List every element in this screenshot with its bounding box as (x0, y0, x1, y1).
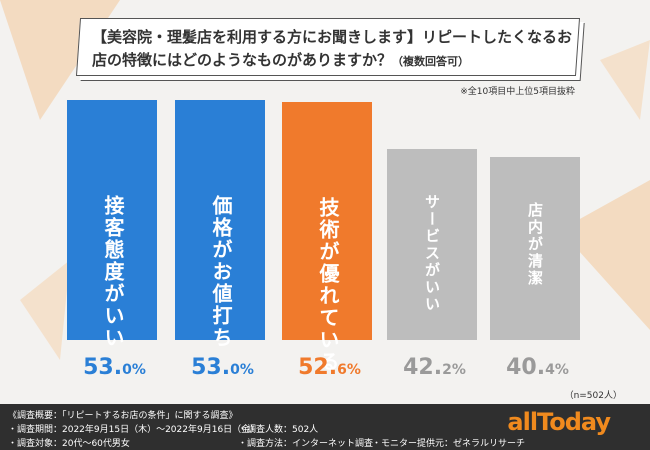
bar-label: サービスがいい (423, 193, 441, 313)
survey-count: ・調査人数：502人 (238, 425, 319, 435)
survey-summary: 《調査概要：「リピートするお店の条件」に関する調査》 (8, 411, 238, 421)
survey-target: ・調査対象：20代～60代男女 (8, 439, 130, 449)
survey-method: ・調査方法：インターネット調査 (238, 439, 374, 449)
bar (67, 100, 157, 340)
bar (490, 157, 580, 340)
value-label: 52.6% (298, 355, 361, 380)
sample-size: （n=502人） (564, 391, 622, 401)
footer: 《調査概要：「リピートするお店の条件」に関する調査》 ・調査期間：2022年9月… (0, 404, 650, 450)
bar (175, 100, 265, 340)
bar-label: 技術が優れている (316, 196, 340, 373)
value-label: 53.0% (191, 355, 254, 380)
value-label: 42.2% (403, 355, 466, 380)
survey-period: ・調査期間：2022年9月15日（木）～2022年9月16日（金） (8, 425, 260, 435)
chart-title: 【美容院・理髪店を利用する方にお聞きします】リピートしたくなるお店の特徴にはどの… (92, 28, 573, 69)
survey-monitor: ・モニター提供元：ゼネラルリサーチ (372, 439, 526, 449)
chart-note: ※全10項目中上位5項目抜粋 (460, 87, 575, 97)
bar-label: 価格がお値打ち (209, 195, 233, 349)
alltoday-logo: allToday (507, 408, 611, 436)
bar-label: 店内が清潔 (526, 202, 544, 288)
bar (282, 101, 372, 340)
bar-label: 接客態度がいい (101, 195, 125, 349)
value-label: 53.0% (83, 355, 146, 380)
bar (387, 148, 477, 340)
value-label: 40.4% (506, 355, 569, 380)
